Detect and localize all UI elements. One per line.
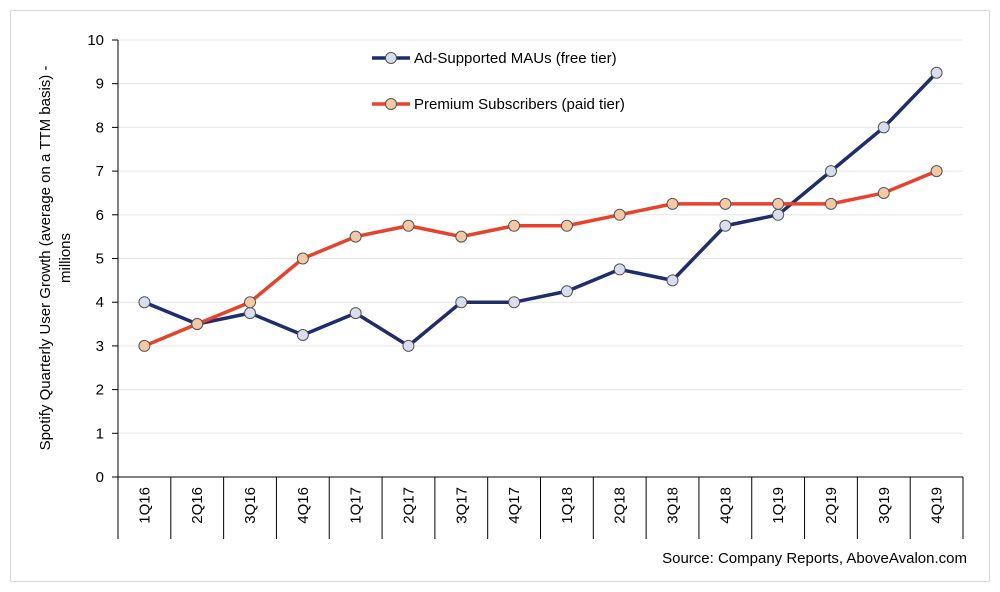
source-note: Source: Company Reports, AboveAvalon.com [662,550,967,567]
x-tick-label: 1Q16 [136,487,153,524]
x-tick-label: 2Q16 [189,487,206,524]
data-point [613,208,626,221]
y-tick-label: 1 [96,425,104,442]
y-tick-label: 6 [96,207,104,224]
data-point [508,219,521,232]
data-point [930,165,943,178]
data-point [244,296,257,309]
legend-label: Ad-Supported MAUs (free tier) [414,50,617,67]
data-point [296,328,309,341]
x-tick-label: 4Q16 [295,487,312,524]
y-tick-label: 5 [96,251,104,268]
x-tick-label: 4Q18 [717,487,734,524]
data-point [666,197,679,210]
x-tick-label: 3Q17 [453,487,470,524]
y-tick-label: 3 [96,338,104,355]
x-tick-label: 3Q18 [665,487,682,524]
x-tick-label: 2Q17 [400,487,417,524]
series-group [138,66,943,352]
data-point [560,219,573,232]
data-point [244,307,257,320]
data-point [824,165,837,178]
x-tick-label: 4Q19 [929,487,946,524]
data-point [455,296,468,309]
y-tick-label: 9 [96,76,104,93]
chart-frame [10,10,990,582]
y-axis-label-line2: millions [57,233,74,283]
data-point [138,339,151,352]
data-point [930,66,943,79]
grid-lines [112,39,963,478]
data-point [772,208,785,221]
data-point [719,197,732,210]
y-tick-label: 4 [96,294,104,311]
data-point [772,197,785,210]
x-tick-label: 1Q17 [348,487,365,524]
data-point [138,296,151,309]
x-tick-label: 1Q19 [770,487,787,524]
y-tick-label: 10 [87,32,104,49]
data-point [719,219,732,232]
x-tick-label: 2Q19 [823,487,840,524]
x-tick-labels: 1Q16 2Q16 3Q16 4Q16 1Q17 2Q17 3Q17 4Q17 1Q18 2Q18… [117,477,964,539]
data-point [402,219,415,232]
data-point [560,285,573,298]
y-tick-label: 2 [96,382,104,399]
y-tick-label: 8 [96,119,104,136]
series-line [143,71,938,348]
data-point [824,197,837,210]
y-tick-label: 7 [96,163,104,180]
data-point [191,318,204,331]
series-1 [138,66,943,352]
data-point [455,230,468,243]
legend: Ad-Supported MAUs (free tier) Premium Sub… [372,50,625,113]
data-point [296,252,309,265]
data-point [402,339,415,352]
data-point [613,263,626,276]
data-point [349,230,362,243]
series-line [143,169,938,348]
x-tick-label: 2Q18 [612,487,629,524]
data-point [877,186,890,199]
x-tick-label: 3Q16 [242,487,259,524]
y-axis-label: Spotify Quarterly User Growth (average o… [37,66,54,451]
data-point [508,296,521,309]
x-tick-label: 1Q18 [559,487,576,524]
data-point [349,307,362,320]
y-tick-label: 0 [96,469,104,486]
legend-swatch-marker [385,52,397,64]
x-tick-label: 3Q19 [876,487,893,524]
series-2 [138,165,943,352]
x-tick-label: 4Q17 [506,487,523,524]
y-tick-labels: 0 1 2 3 4 5 6 7 8 9 10 [87,32,104,486]
data-point [666,274,679,287]
legend-label: Premium Subscribers (paid tier) [414,96,625,113]
data-point [877,121,890,134]
legend-swatch-marker [385,98,397,110]
